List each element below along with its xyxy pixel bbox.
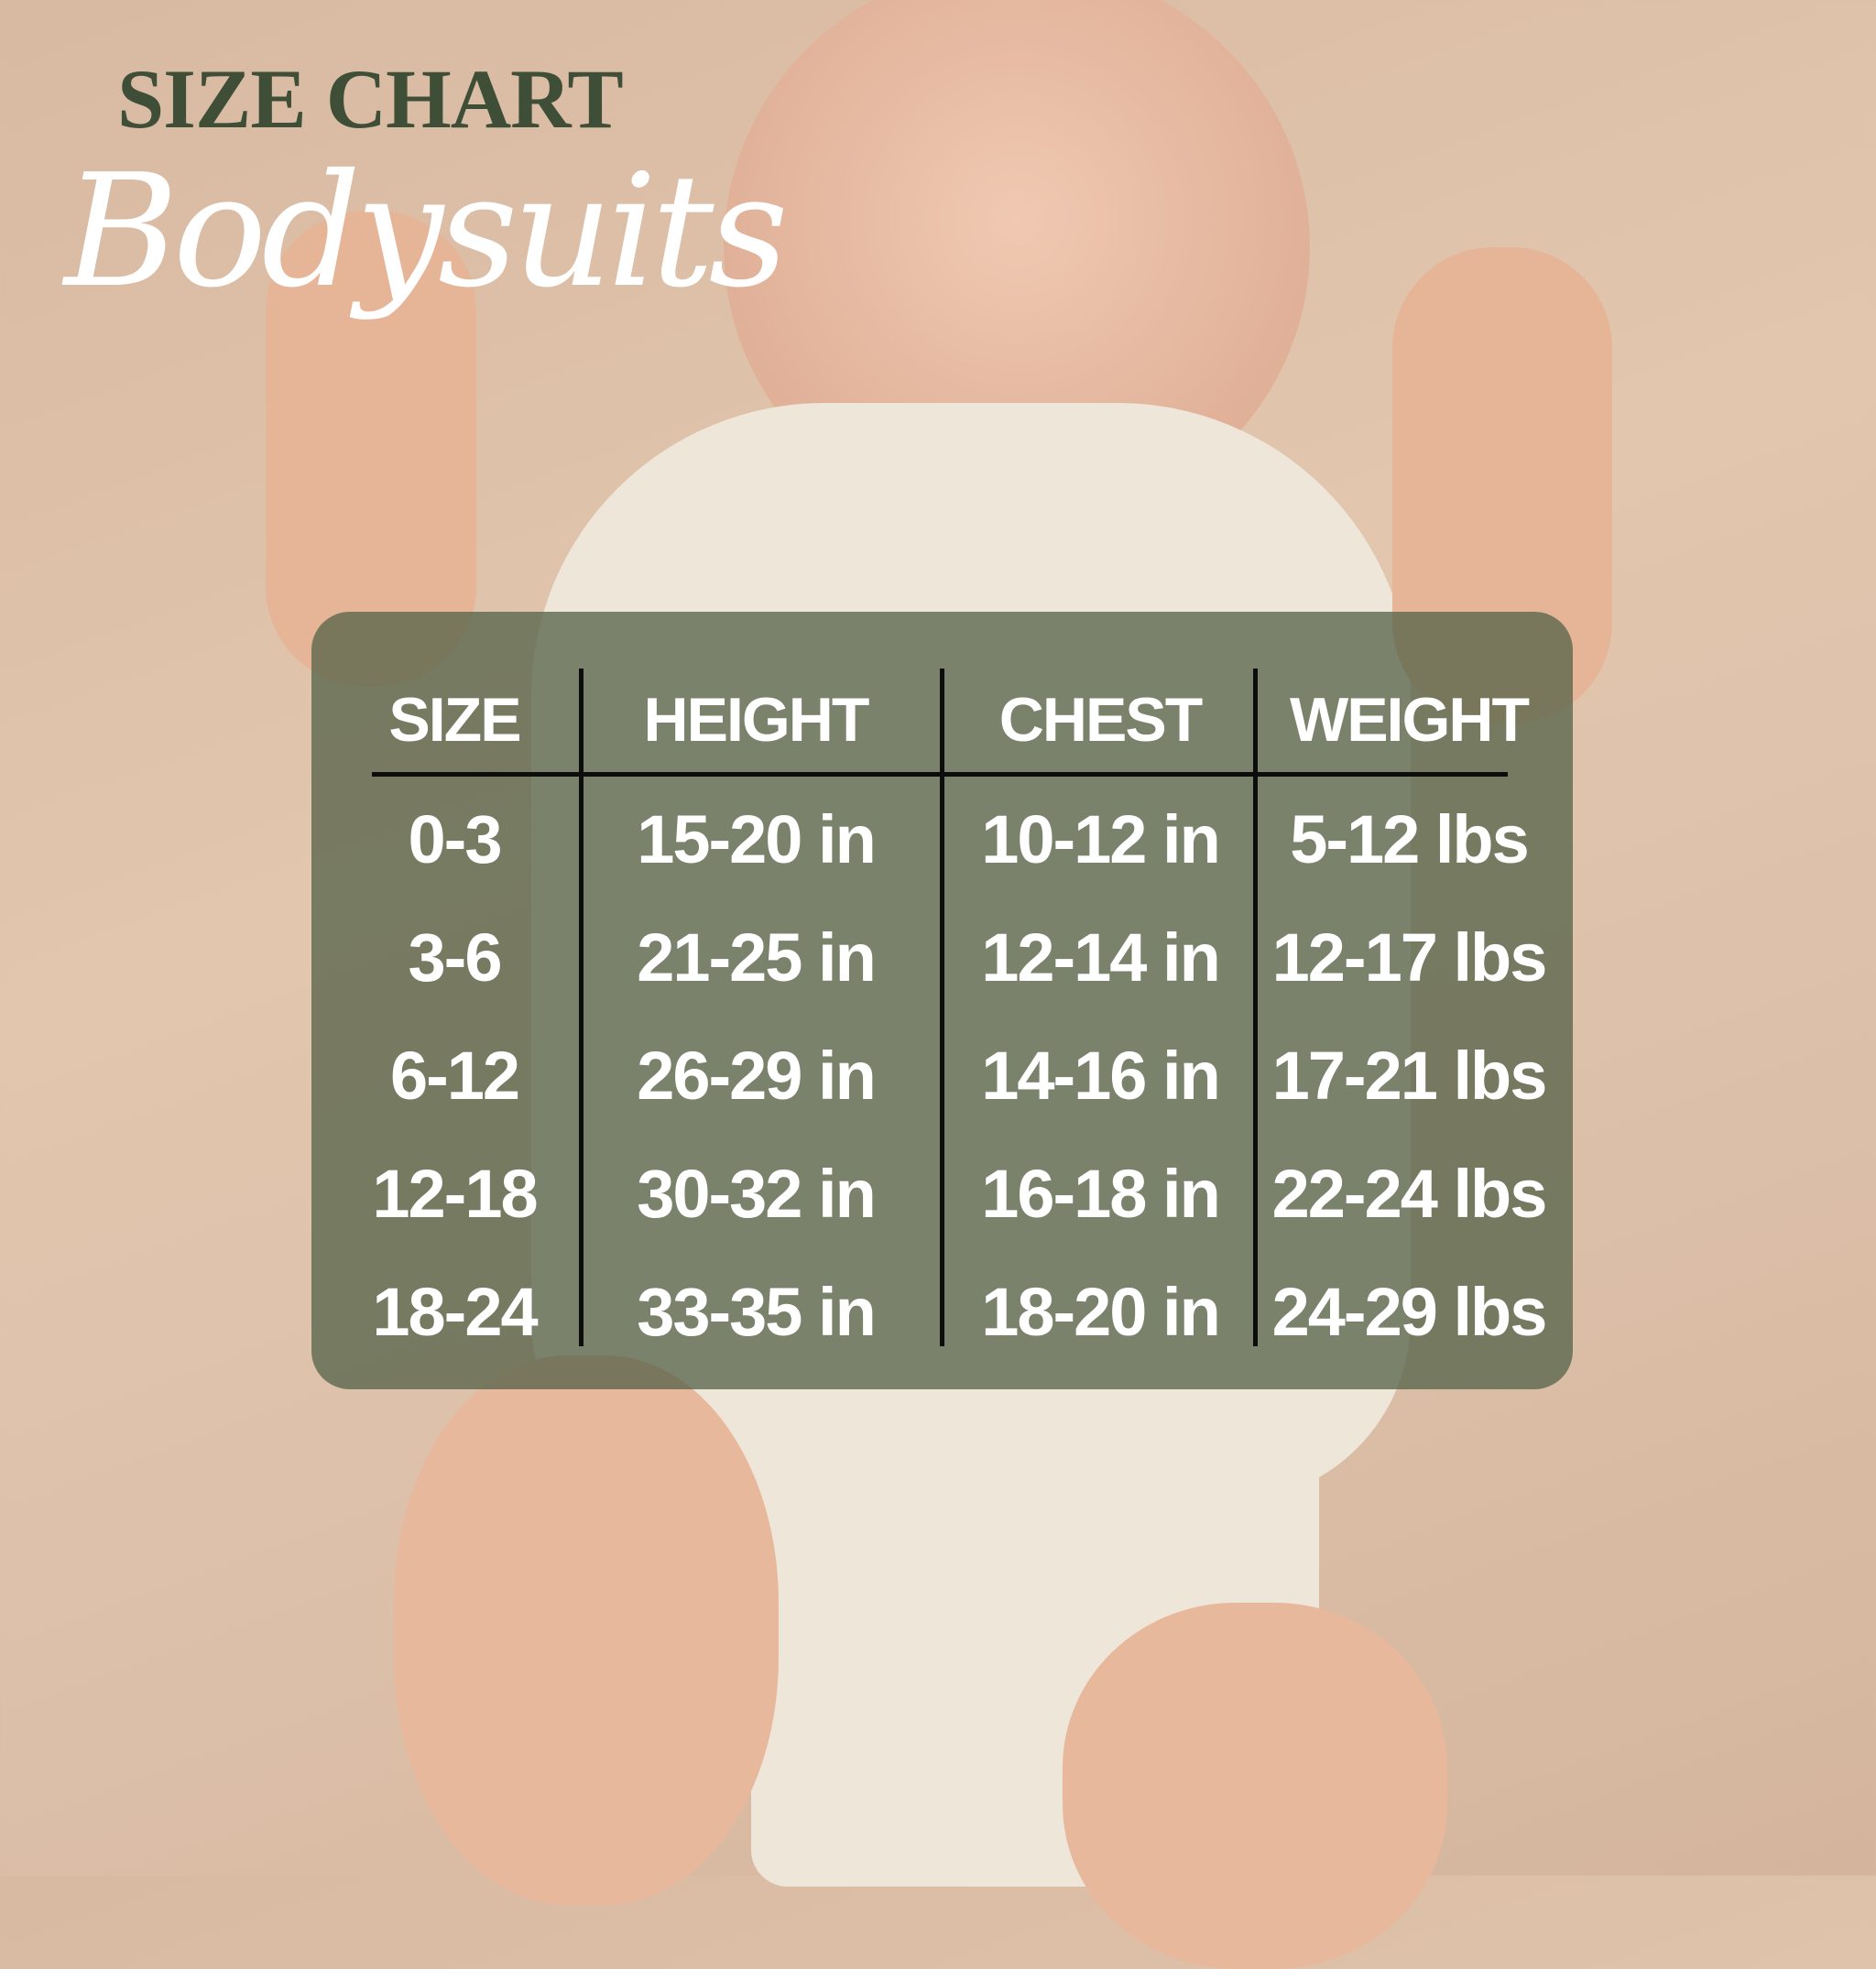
column-header: CHEST	[998, 685, 1203, 755]
column-divider	[1253, 669, 1258, 1346]
baby-arm-left	[266, 211, 476, 687]
column-divider	[579, 669, 584, 1346]
page-subtitle: Bodysuits	[64, 141, 789, 322]
table-cell: 18-24	[372, 1274, 538, 1350]
table-cell: 0-3	[408, 801, 503, 877]
table-cell: 21-25 in	[637, 919, 877, 995]
table-cell: 15-20 in	[637, 801, 877, 877]
table-cell: 17-21 lbs	[1271, 1038, 1548, 1114]
baby-leg-right	[1063, 1603, 1447, 1969]
table-cell: 22-24 lbs	[1271, 1156, 1548, 1232]
baby-leg-left	[394, 1355, 779, 1905]
table-cell: 5-12 lbs	[1290, 801, 1530, 877]
table-cell: 26-29 in	[637, 1038, 877, 1114]
column-header: SIZE	[388, 685, 521, 755]
table-cell: 33-35 in	[637, 1274, 877, 1350]
table-cell: 12-17 lbs	[1271, 919, 1548, 995]
table-cell: 24-29 lbs	[1271, 1274, 1548, 1350]
table-cell: 14-16 in	[981, 1038, 1221, 1114]
table-cell: 10-12 in	[981, 801, 1221, 877]
table-cell: 18-20 in	[981, 1274, 1221, 1350]
page-title: SIZE CHART	[117, 52, 624, 146]
column-divider	[940, 669, 944, 1346]
table-cell: 30-32 in	[637, 1156, 877, 1232]
table-cell: 6-12	[389, 1038, 520, 1114]
table-cell: 3-6	[408, 919, 503, 995]
table-cell: 12-18	[372, 1156, 538, 1232]
table-cell: 16-18 in	[981, 1156, 1221, 1232]
column-header: HEIGHT	[643, 685, 870, 755]
table-cell: 12-14 in	[981, 919, 1221, 995]
column-header: WEIGHT	[1290, 685, 1530, 755]
